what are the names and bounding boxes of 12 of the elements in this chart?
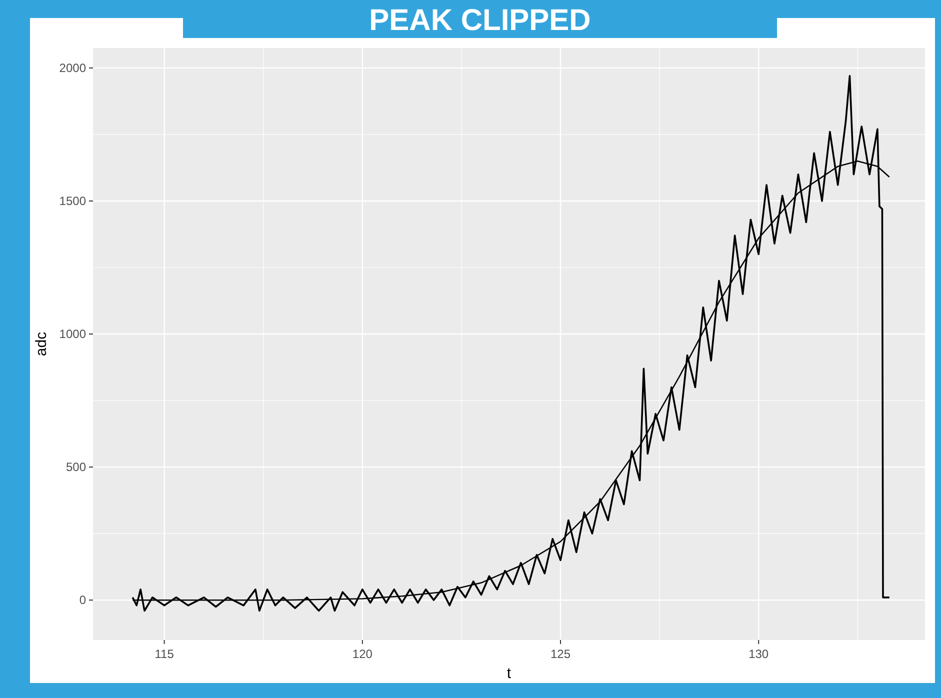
y-tick-label: 1000 xyxy=(59,327,86,342)
y-axis-title: adc xyxy=(33,331,50,356)
x-tick-label: 130 xyxy=(748,647,769,661)
y-tick-label: 500 xyxy=(66,460,86,474)
x-tick-label: 125 xyxy=(550,647,571,661)
chart-title: PEAK CLIPPED xyxy=(369,4,591,37)
y-tick-label: 0 xyxy=(79,593,86,608)
x-axis-title: t xyxy=(506,665,512,682)
x-tick-label: 115 xyxy=(154,647,174,661)
x-tick-label: 120 xyxy=(352,647,373,661)
y-tick-label: 2000 xyxy=(59,60,86,75)
y-tick-label: 1500 xyxy=(59,194,86,208)
